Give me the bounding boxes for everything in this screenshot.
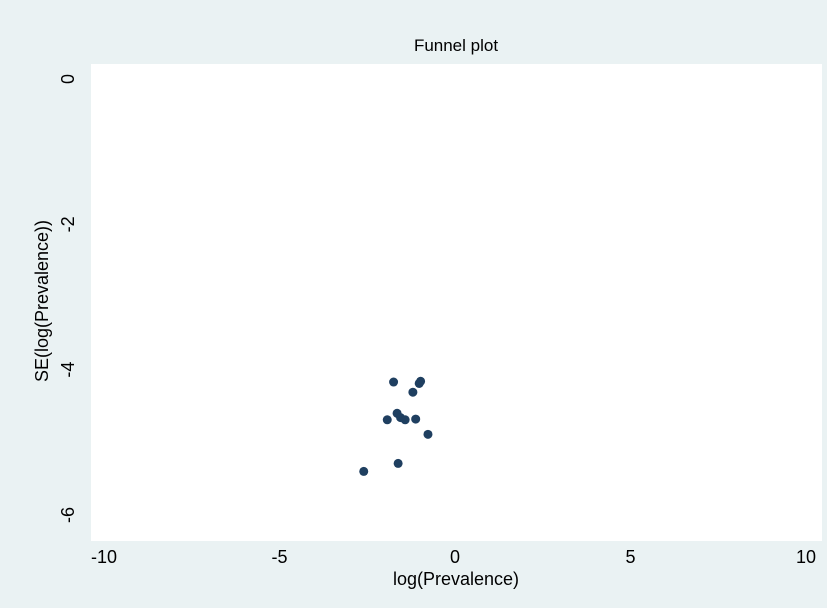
y-tick-label: -2 (58, 216, 78, 232)
data-point (382, 415, 392, 425)
x-tick-label: 5 (625, 547, 635, 567)
x-tick-label: -10 (91, 547, 117, 567)
x-tick-label: 10 (796, 547, 816, 567)
x-tick-labels: -10 -5 0 5 10 (91, 547, 816, 567)
data-point (393, 458, 403, 468)
data-point (408, 387, 418, 397)
data-point (389, 377, 399, 387)
x-tick-label: 0 (450, 547, 460, 567)
x-tick-label: -5 (271, 547, 287, 567)
plot-area (91, 64, 822, 541)
y-tick-label: -6 (58, 507, 78, 523)
data-point (359, 466, 369, 476)
chart-title: Funnel plot (414, 36, 498, 55)
data-point (411, 414, 421, 424)
y-tick-label: 0 (58, 74, 78, 84)
data-points (359, 376, 433, 476)
y-axis-label: SE(log(Prevalence)) (32, 220, 52, 382)
data-point (423, 429, 433, 439)
data-point (400, 415, 410, 425)
y-tick-labels: 0 -2 -4 -6 (58, 74, 78, 523)
x-axis-label: log(Prevalence) (393, 569, 519, 589)
data-point (416, 376, 426, 386)
y-tick-label: -4 (58, 362, 78, 378)
